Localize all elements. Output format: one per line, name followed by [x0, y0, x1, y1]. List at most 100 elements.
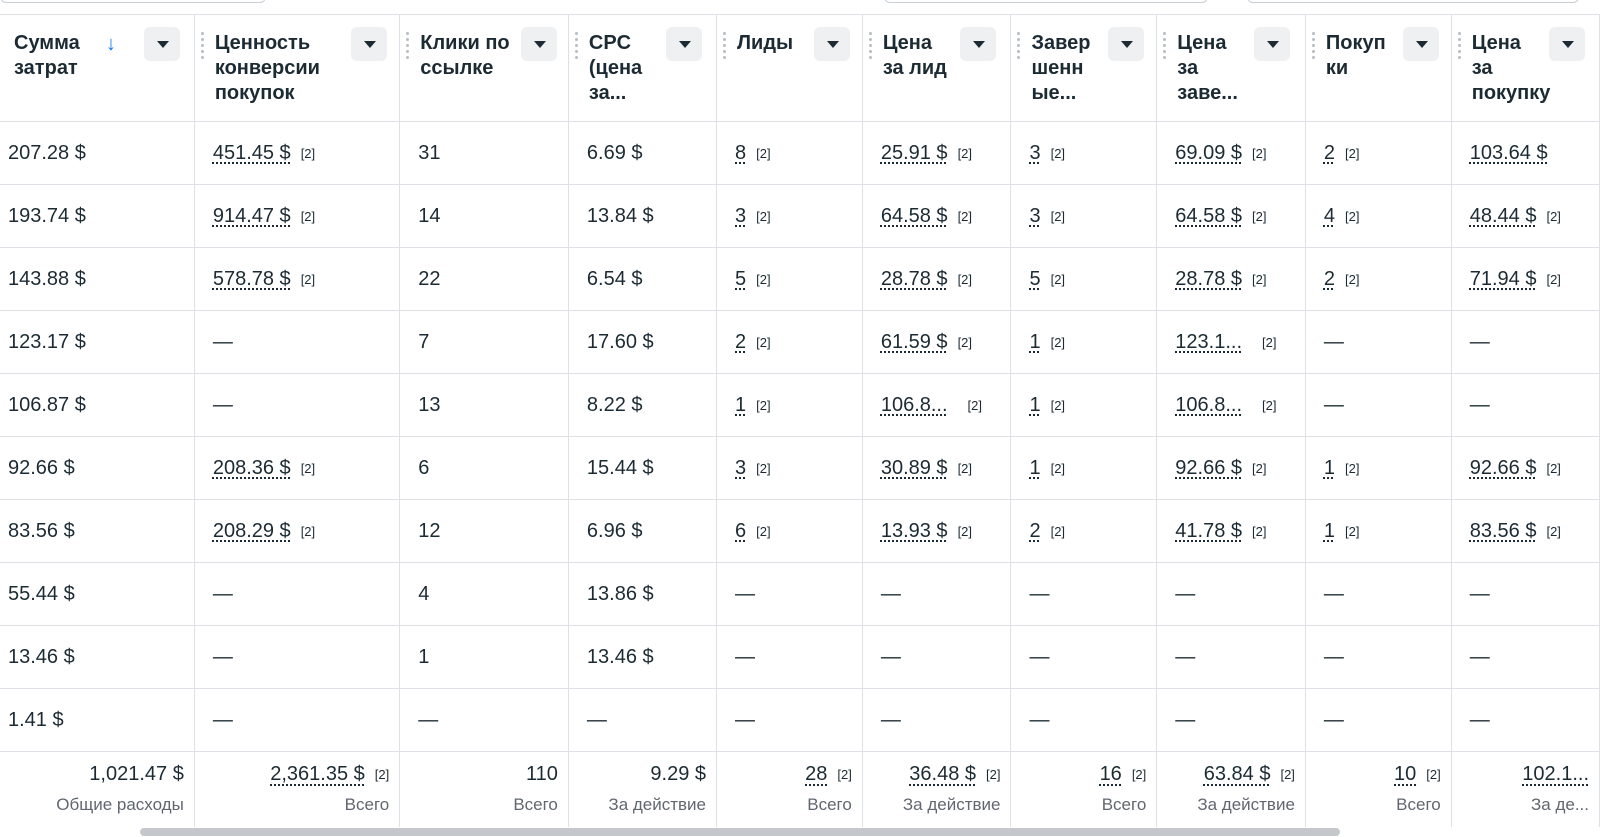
- filter-control-left[interactable]: [0, 0, 266, 3]
- column-menu-chevron-down-icon[interactable]: [144, 27, 180, 61]
- cell-value[interactable]: 92.66 $: [1175, 456, 1243, 479]
- column-header[interactable]: Клики по ссылке: [399, 15, 569, 122]
- column-header[interactable]: CPC (цена за...: [568, 15, 718, 122]
- reference-marker[interactable]: [2]: [1280, 767, 1295, 782]
- cell-value[interactable]: 3: [1029, 204, 1041, 227]
- cell-value[interactable]: 2: [735, 330, 747, 353]
- reference-marker[interactable]: [2]: [1252, 523, 1267, 539]
- total-value[interactable]: 102.1...: [1522, 763, 1589, 785]
- cell-value[interactable]: 1: [735, 393, 747, 416]
- drag-handle-icon[interactable]: [1457, 32, 1462, 62]
- reference-marker[interactable]: [2]: [756, 397, 771, 413]
- reference-marker[interactable]: [2]: [756, 523, 771, 539]
- column-menu-chevron-down-icon[interactable]: [1548, 27, 1585, 61]
- cell-value[interactable]: 2: [1323, 141, 1336, 164]
- table-row[interactable]: 143.88 $ 578.78 $ [2] 22 6.54 $ 5 [2] 28.78 $ [2…: [0, 247, 1600, 311]
- reference-marker[interactable]: [2]: [1050, 145, 1066, 161]
- cell-value[interactable]: 6: [735, 519, 747, 542]
- cell-value[interactable]: 1: [1323, 456, 1336, 479]
- table-row[interactable]: 123.17 $ —7 17.60 $2 [2] 61.59 $ [2] 1 [2] 123.1…: [0, 310, 1600, 374]
- column-menu-chevron-down-icon[interactable]: [814, 27, 851, 61]
- drag-handle-icon[interactable]: [406, 32, 410, 62]
- cell-value[interactable]: 1: [1029, 456, 1041, 479]
- cell-value[interactable]: 13.93 $: [880, 519, 948, 542]
- reference-marker[interactable]: [2]: [1345, 145, 1360, 161]
- reference-marker[interactable]: [2]: [1546, 460, 1561, 476]
- column-menu-chevron-down-icon[interactable]: [350, 27, 387, 61]
- cell-value[interactable]: 1: [1029, 393, 1041, 416]
- total-value[interactable]: 2,361.35 $: [270, 763, 365, 785]
- reference-marker[interactable]: [2]: [1252, 271, 1267, 287]
- column-header[interactable]: Завер шенн ые...: [1010, 15, 1158, 122]
- horizontal-scrollbar[interactable]: [140, 828, 1340, 836]
- reference-marker[interactable]: [2]: [1345, 208, 1360, 224]
- reference-marker[interactable]: [2]: [1050, 460, 1066, 476]
- cell-value[interactable]: 69.09 $: [1175, 141, 1243, 164]
- sort-descending-icon[interactable]: ↓: [106, 33, 116, 55]
- cell-value[interactable]: 25.91 $: [880, 141, 948, 164]
- cell-value[interactable]: 5: [1029, 267, 1041, 290]
- reference-marker[interactable]: [2]: [300, 460, 316, 476]
- table-row[interactable]: 55.44 $ — 4 13.86 $ — — — — — —: [0, 562, 1600, 626]
- cell-value[interactable]: 4: [1323, 204, 1336, 227]
- cell-value[interactable]: 41.78 $: [1175, 519, 1243, 542]
- reference-marker[interactable]: [2]: [1426, 767, 1441, 782]
- reference-marker[interactable]: [2]: [1050, 397, 1066, 413]
- cell-value[interactable]: 92.66 $: [1469, 456, 1537, 479]
- cell-value[interactable]: 64.58 $: [880, 204, 948, 227]
- reference-marker[interactable]: [2]: [1050, 334, 1066, 350]
- drag-handle-icon[interactable]: [723, 32, 727, 62]
- column-header[interactable]: Ценность конверсии покупок: [194, 15, 401, 122]
- total-value[interactable]: 63.84 $: [1203, 763, 1271, 785]
- cell-value[interactable]: 5: [735, 267, 747, 290]
- reference-marker[interactable]: [2]: [1345, 523, 1360, 539]
- cell-value[interactable]: 28.78 $: [1175, 267, 1243, 290]
- cell-value[interactable]: 123.1...: [1175, 330, 1242, 353]
- column-menu-chevron-down-icon[interactable]: [1402, 27, 1439, 61]
- cell-value[interactable]: 30.89 $: [880, 456, 948, 479]
- filter-control-middle[interactable]: [884, 0, 1208, 3]
- cell-value[interactable]: 2: [1029, 519, 1041, 542]
- reference-marker[interactable]: [2]: [837, 767, 852, 782]
- reference-marker[interactable]: [2]: [957, 334, 973, 350]
- total-value[interactable]: 28: [805, 763, 828, 785]
- drag-handle-icon[interactable]: [1311, 32, 1316, 62]
- table-row[interactable]: 106.87 $ —13 8.22 $1 [2] 106.8... [2] 1 [2] 106.…: [0, 373, 1600, 437]
- reference-marker[interactable]: [2]: [1262, 334, 1277, 350]
- reference-marker[interactable]: [2]: [1252, 460, 1267, 476]
- cell-value[interactable]: 106.8...: [1175, 393, 1242, 416]
- cell-value[interactable]: 103.64 $: [1469, 141, 1548, 164]
- reference-marker[interactable]: [2]: [756, 334, 771, 350]
- cell-value[interactable]: 48.44 $: [1469, 204, 1537, 227]
- cell-value[interactable]: 451.45 $: [212, 141, 291, 164]
- cell-value[interactable]: 914.47 $: [212, 204, 291, 227]
- reference-marker[interactable]: [2]: [756, 208, 771, 224]
- reference-marker[interactable]: [2]: [1050, 523, 1066, 539]
- cell-value[interactable]: 3: [1029, 141, 1041, 164]
- reference-marker[interactable]: [2]: [957, 145, 973, 161]
- cell-value[interactable]: 3: [735, 204, 747, 227]
- reference-marker[interactable]: [2]: [1546, 523, 1561, 539]
- column-menu-chevron-down-icon[interactable]: [521, 27, 558, 61]
- cell-value[interactable]: 28.78 $: [880, 267, 948, 290]
- table-row[interactable]: 1.41 $ — — — — — — — — —: [0, 688, 1600, 752]
- total-value[interactable]: 16: [1099, 763, 1122, 785]
- total-value[interactable]: 36.48 $: [909, 763, 976, 785]
- reference-marker[interactable]: [2]: [300, 523, 316, 539]
- drag-handle-icon[interactable]: [868, 32, 873, 62]
- reference-marker[interactable]: [2]: [1050, 271, 1066, 287]
- reference-marker[interactable]: [2]: [1345, 271, 1360, 287]
- cell-value[interactable]: 208.29 $: [212, 519, 291, 542]
- table-row[interactable]: 13.46 $ — 1 13.46 $ — — — — — —: [0, 625, 1600, 689]
- reference-marker[interactable]: [2]: [957, 460, 973, 476]
- reference-marker[interactable]: [2]: [1252, 208, 1267, 224]
- reference-marker[interactable]: [2]: [1262, 397, 1277, 413]
- column-menu-chevron-down-icon[interactable]: [1254, 27, 1291, 61]
- cell-value[interactable]: 1: [1029, 330, 1041, 353]
- reference-marker[interactable]: [2]: [957, 208, 973, 224]
- reference-marker[interactable]: [2]: [300, 145, 316, 161]
- cell-value[interactable]: 3: [735, 456, 747, 479]
- drag-handle-icon[interactable]: [200, 32, 205, 62]
- cell-value[interactable]: 1: [1323, 519, 1336, 542]
- drag-handle-icon[interactable]: [1163, 32, 1167, 62]
